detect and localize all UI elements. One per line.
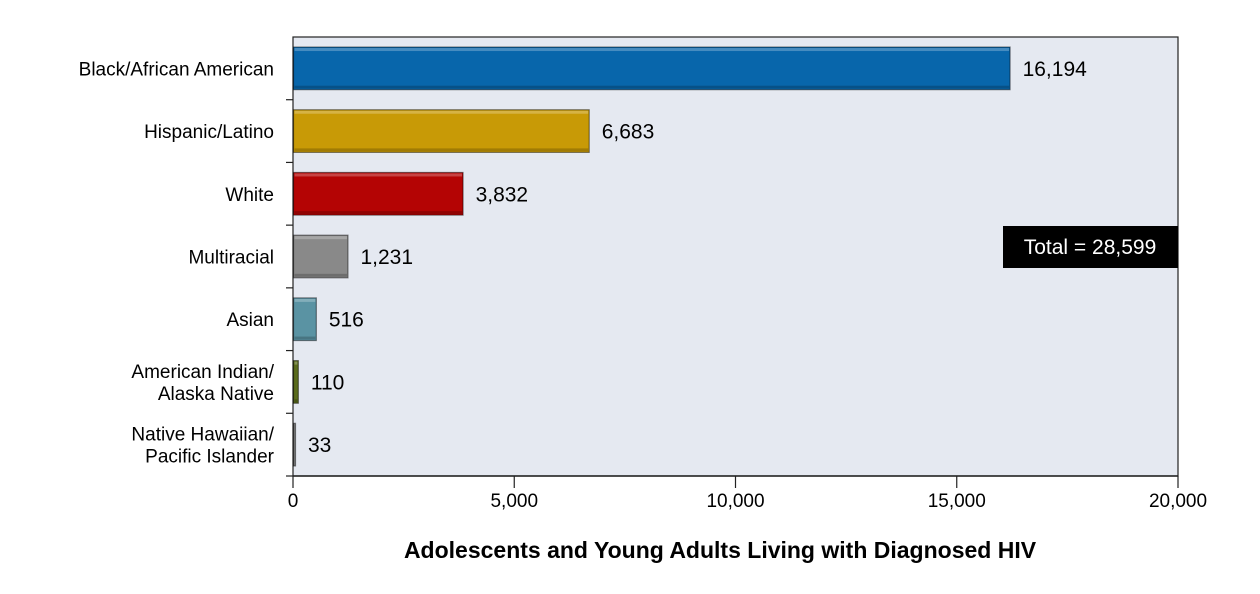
- bar: [292, 46, 1011, 91]
- value-label: 6,683: [602, 121, 655, 144]
- bar: [292, 422, 297, 467]
- x-tick-label: 5,000: [490, 491, 538, 512]
- category-label-line: Native Hawaiian/: [131, 425, 274, 446]
- x-tick-label: 20,000: [1149, 491, 1207, 512]
- bar-shadow: [294, 273, 347, 277]
- bar-highlight: [294, 361, 298, 365]
- bar-highlight: [294, 236, 347, 240]
- bar: [292, 360, 299, 404]
- value-label: 516: [329, 309, 364, 332]
- x-axis-title: Adolescents and Young Adults Living with…: [404, 537, 1037, 563]
- bar-highlight: [294, 298, 316, 302]
- bar-shadow: [294, 85, 1010, 89]
- bar-highlight: [294, 48, 1010, 52]
- category-label: Native Hawaiian/Pacific Islander: [131, 425, 274, 468]
- bar-highlight: [294, 110, 589, 114]
- category-label: Hispanic/Latino: [144, 122, 274, 143]
- x-tick-label: 0: [288, 491, 299, 512]
- category-label-line: American Indian/: [131, 362, 274, 383]
- value-label: 16,194: [1023, 58, 1088, 81]
- category-label-line: Pacific Islander: [145, 447, 275, 468]
- category-label-line: Alaska Native: [158, 384, 274, 405]
- total-label: Total = 28,599: [1024, 236, 1157, 259]
- bar-shadow: [294, 211, 463, 215]
- bar-highlight: [294, 173, 463, 177]
- category-label: White: [225, 185, 274, 206]
- category-label: Black/African American: [79, 59, 274, 80]
- bar-shadow: [294, 336, 316, 340]
- value-label: 1,231: [360, 246, 413, 269]
- bar-shadow: [294, 399, 298, 403]
- total-box: [1003, 226, 1178, 268]
- bar: [292, 171, 464, 216]
- total-annotation: Total = 28,599: [1003, 226, 1178, 268]
- category-label: Multiracial: [188, 248, 274, 269]
- x-tick-label: 15,000: [928, 491, 986, 512]
- value-label: 110: [311, 371, 344, 394]
- category-label: American Indian/Alaska Native: [131, 362, 274, 405]
- value-label: 3,832: [476, 183, 529, 206]
- value-label: 33: [308, 434, 331, 457]
- bar: [292, 109, 590, 153]
- bar: [292, 234, 349, 279]
- bar: [292, 297, 317, 342]
- category-label: Asian: [226, 310, 274, 331]
- x-tick-label: 10,000: [706, 491, 764, 512]
- bar-shadow: [294, 148, 589, 152]
